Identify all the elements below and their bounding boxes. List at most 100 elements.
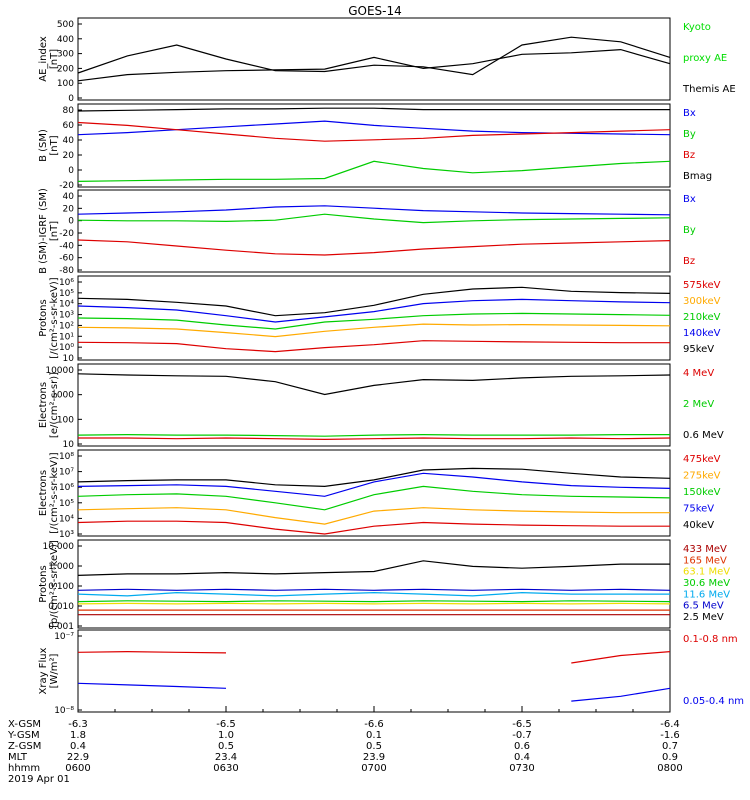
series-line-30-6-mev <box>77 600 671 603</box>
y-axis-label: Protons <box>38 299 49 336</box>
footer-value: -6.5 <box>216 719 236 730</box>
y-axis-label: [nT] <box>49 135 60 155</box>
footer-value: 23.4 <box>215 752 237 763</box>
panel-electrons2 <box>77 449 671 537</box>
series-line-275kev <box>77 507 670 525</box>
series-line-by <box>77 213 671 224</box>
y-axis-label: [W/m²] <box>49 653 60 688</box>
footer-value: -6.4 <box>660 719 680 730</box>
series-line-0-1-0-8-nm <box>571 651 671 664</box>
panel-frame-bsm <box>77 103 671 188</box>
legend-entry: 11.6 MeV <box>683 589 730 600</box>
legend-entry: 30.6 MeV <box>683 578 730 589</box>
series-line-40kev <box>77 467 671 488</box>
footer-value: 23.9 <box>363 752 385 763</box>
panel-frame-protons2 <box>77 539 671 629</box>
footer-value: 0730 <box>509 763 534 774</box>
footer-row-label: Y-GSM <box>7 730 40 741</box>
legend-entry: Themis AE <box>682 84 736 95</box>
y-tick-label: 10⁶ <box>59 483 74 493</box>
y-tick-label: 10⁷ <box>59 468 74 478</box>
y-tick-label: 20 <box>63 204 75 214</box>
y-tick-label: 40 <box>63 136 75 146</box>
legend-entry: 475keV <box>683 454 721 465</box>
panel-xray <box>77 629 671 713</box>
y-tick-label: 10 <box>63 440 75 450</box>
y-tick-label: 10³ <box>59 530 74 540</box>
legend-entry: 575keV <box>683 280 721 291</box>
y-tick-label: 300 <box>57 50 74 60</box>
legend-entry: 0.1-0.8 nm <box>683 634 738 645</box>
panel-frame-electrons1 <box>77 363 671 447</box>
footer-row-label: X-GSM <box>8 719 41 730</box>
series-line-210kev <box>77 312 671 330</box>
y-axis-label: AE_index <box>38 36 49 82</box>
series-line-300kev <box>77 323 671 338</box>
legend-entry: Bz <box>683 256 695 267</box>
series-line-kyoto-proxy-ae <box>77 48 671 82</box>
footer-value: 0800 <box>657 763 682 774</box>
series-line-bz <box>77 239 671 256</box>
panel-frame-bigrf <box>77 189 671 273</box>
y-tick-label: 10³ <box>59 311 74 321</box>
figure-title: GOES-14 <box>348 4 402 18</box>
series-line-95kev <box>77 286 671 317</box>
y-tick-label: 10⁰ <box>59 343 74 353</box>
y-axis-label: [nT] <box>49 49 60 69</box>
series-line-themis-ae <box>77 36 671 76</box>
y-tick-label: 10⁻⁸ <box>54 706 74 716</box>
y-tick-label: 10⁴ <box>59 300 74 310</box>
y-tick-label: 10.000 <box>43 542 75 552</box>
y-tick-label: 10⁴ <box>59 514 74 524</box>
legend-entry: 2.5 MeV <box>683 612 724 623</box>
series-line-150kev <box>77 485 671 511</box>
y-tick-label: 0.100 <box>48 582 74 592</box>
footer-value: 1.0 <box>218 730 234 741</box>
footer-value: 0.7 <box>662 741 678 752</box>
series-line-575kev <box>77 340 670 353</box>
footer-row-label: MLT <box>8 752 28 763</box>
legend-entry: Bx <box>683 108 696 119</box>
panel-ae <box>77 17 671 101</box>
legend-entry: Kyoto <box>683 22 711 33</box>
footer-value: 0600 <box>65 763 90 774</box>
legend-entry: proxy AE <box>683 53 727 64</box>
legend-entry: 0.6 MeV <box>683 430 724 441</box>
legend-entry: 75keV <box>683 504 714 515</box>
footer-value: -1.6 <box>660 730 680 741</box>
legend-entry: 40keV <box>683 520 714 531</box>
y-axis-label: Protons <box>38 565 49 602</box>
y-tick-label: -20 <box>59 229 74 239</box>
y-tick-label: 10¹ <box>59 332 74 342</box>
y-tick-label: 60 <box>63 121 75 131</box>
y-tick-label: 500 <box>57 20 74 30</box>
y-tick-label: 1.000 <box>48 562 74 572</box>
y-axis-label: Electrons <box>38 470 49 516</box>
panel-protons2 <box>77 539 671 629</box>
panel-frame-ae <box>77 17 671 101</box>
legend-entry: Bz <box>683 150 695 161</box>
footer-value: -6.5 <box>512 719 532 730</box>
legend-entry: 2 MeV <box>683 399 714 410</box>
series-line-475kev <box>77 520 670 535</box>
series-line-4-mev <box>78 437 671 441</box>
legend-entry: 433 MeV <box>683 544 727 555</box>
footer-row-label: hhmm <box>8 763 40 774</box>
legend-entry: By <box>683 225 696 236</box>
series-line-2-5-mev <box>77 560 670 576</box>
footer-value: 0.4 <box>70 741 86 752</box>
y-axis-label: B (SM)-IGRF (SM) <box>38 188 49 274</box>
y-axis-label: [/(cm²-s-sr-keV)] <box>49 452 60 533</box>
footer-value: 0.9 <box>662 752 678 763</box>
legend-entry: 95keV <box>683 344 714 355</box>
series-line-0-05-0-4-nm <box>571 687 671 702</box>
y-axis-label: B (SM) <box>38 129 49 162</box>
y-tick-label: 10⁶ <box>59 278 74 288</box>
y-tick-label: 10⁵ <box>59 499 74 509</box>
y-tick-label: 0.001 <box>48 622 74 632</box>
y-tick-label: 1000 <box>51 391 74 401</box>
y-tick-label: -80 <box>59 266 74 276</box>
legend-entry: 210keV <box>683 312 721 323</box>
footer-value: 1.8 <box>70 730 86 741</box>
footer-row-label: Z-GSM <box>8 741 41 752</box>
